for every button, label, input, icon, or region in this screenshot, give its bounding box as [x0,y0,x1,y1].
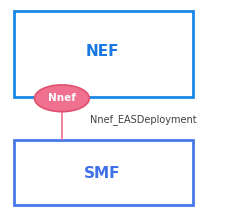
FancyBboxPatch shape [14,11,193,97]
Text: Nnef: Nnef [48,93,76,103]
FancyBboxPatch shape [14,140,193,205]
Text: Nnef_EASDeployment: Nnef_EASDeployment [90,114,197,125]
Ellipse shape [35,85,89,112]
Text: NEF: NEF [86,44,119,59]
Text: SMF: SMF [84,166,121,181]
